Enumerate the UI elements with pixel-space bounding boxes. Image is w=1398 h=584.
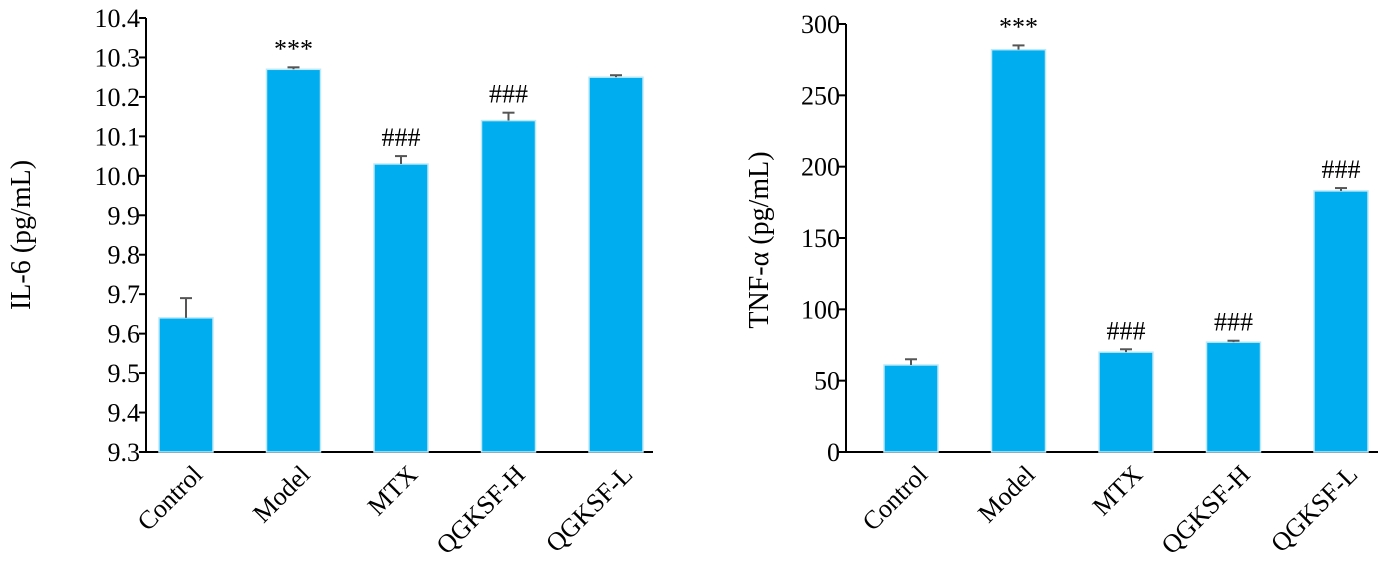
il6-significance-label: ### [382,123,421,152]
tnf-category-label: QGKSF-H [1156,460,1256,560]
il6-y-tick-label: 10.2 [95,83,141,112]
tnf-y-tick-label: 50 [814,367,840,396]
il6-bar [265,68,322,453]
tnf-y-tick-label: 100 [801,295,840,324]
tnf-significance-label: *** [999,12,1038,41]
il6-significance-label: *** [274,34,313,63]
tnf-y-tick-label: 250 [801,81,840,110]
tnf-category-label: Model [972,460,1041,529]
tnf-category-label: Control [857,460,934,537]
il6-y-tick-label: 9.4 [108,399,141,428]
il6-category-label: MTX [362,460,424,522]
tnf-bar [990,48,1047,453]
il6-bar-chart: IL-6 (pg/mL) 9.3 9.4 9.5 9.6 9.7 9.8 9.9 10.0 10… [6,4,653,560]
il6-category-label: Model [247,460,316,529]
tnf-bar [1205,341,1262,453]
il6-bar [158,317,214,453]
tnf-significance-label: ### [1322,155,1361,184]
tnf-y-tick-label: 200 [801,153,840,182]
tnf-category-label: MTX [1087,460,1149,522]
il6-y-tick-label: 10.0 [95,162,141,191]
il6-y-axis-title: IL-6 (pg/mL) [6,160,37,310]
tnf-y-tick-label: 300 [801,10,840,39]
il6-y-tick-label: 9.3 [108,438,141,467]
tnf-category-label: QGKSF-L [1265,460,1363,558]
il6-y-tick-label: 9.5 [108,359,141,388]
tnf-y-tick-label: 150 [801,224,840,253]
il6-bar [480,119,537,453]
tnf-y-tick-label: 0 [827,438,840,467]
tnf-bar [1313,190,1369,453]
il6-y-tick-label: 9.9 [108,201,141,230]
il6-category-label: QGKSF-L [540,460,638,558]
il6-y-tick-label: 10.1 [95,122,141,151]
tnf-y-axis-title: TNF-α (pg/mL) [744,151,775,328]
il6-bar [373,163,429,453]
il6-y-tick-label: 9.8 [108,241,141,270]
tnf-bar [1098,351,1154,453]
il6-y-tick-label: 10.3 [95,43,141,72]
il6-category-label: QGKSF-H [431,460,531,560]
il6-significance-label: ### [489,80,528,109]
tnf-significance-label: ### [1107,316,1146,345]
tnf-significance-label: ### [1214,308,1253,337]
il6-y-tick-label: 10.4 [95,4,141,33]
tnf-bar-chart: TNF-α (pg/mL) 0 50 100 150 200 250 300 Control *… [744,10,1378,560]
il6-y-tick-label: 9.6 [108,320,141,349]
il6-bar [588,76,644,453]
il6-y-tick-label: 9.7 [108,280,141,309]
tnf-bar [883,364,939,453]
il6-category-label: Control [132,460,209,537]
